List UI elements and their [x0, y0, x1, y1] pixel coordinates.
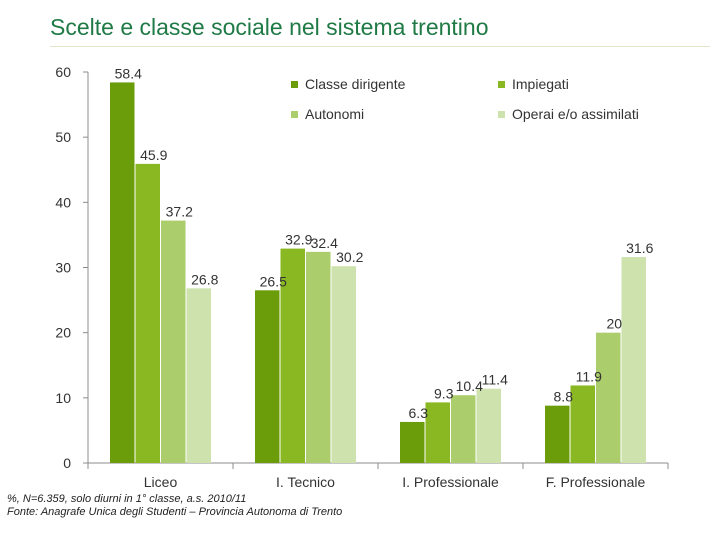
bar: [596, 332, 621, 463]
footnote: %, N=6.359, solo diurni in 1° classe, a.…: [7, 493, 342, 519]
legend-swatch: [498, 81, 505, 88]
bar: [545, 405, 570, 463]
legend-swatch: [291, 81, 298, 88]
bar: [255, 290, 280, 463]
y-tick-label: 20: [55, 325, 71, 341]
y-tick-label: 50: [55, 129, 71, 145]
chart-data-labels: 58.4 45.9 37.2 26.8 26.5 32.932.430.2 6.3 9.3 10…: [115, 65, 654, 421]
footnote-source: Fonte: Anagrafe Unica degli Studenti – P…: [7, 506, 343, 518]
y-tick-label: 0: [63, 455, 71, 471]
data-label: 32.4: [311, 235, 338, 251]
bar: [110, 82, 135, 463]
y-tick-label: 30: [55, 260, 71, 276]
chart-bars: [110, 82, 646, 463]
data-label: 9.3: [434, 385, 454, 401]
legend-label: Classe dirigente: [305, 76, 406, 92]
data-label: 26.8: [191, 271, 218, 287]
legend-label: Operai e/o assimilati: [512, 106, 639, 122]
data-label: 10.4: [456, 378, 483, 394]
data-label: 20: [606, 316, 622, 332]
x-tick-label: Liceo: [144, 474, 178, 490]
footnote-sample-note: %, N=6.359, solo diurni in 1° classe, a.…: [7, 493, 247, 505]
bar: [451, 395, 476, 463]
y-tick-label: 40: [55, 194, 71, 210]
bar: [621, 257, 646, 463]
bar: [135, 163, 160, 463]
data-label: 58.4: [115, 65, 142, 81]
x-tick-label: F. Professionale: [546, 474, 646, 490]
legend-swatch: [291, 111, 298, 118]
bar: [425, 402, 450, 463]
data-label: 6.3: [409, 405, 429, 421]
data-label: 45.9: [140, 147, 167, 163]
bar: [331, 266, 356, 463]
bar: [476, 388, 501, 463]
data-label: 31.6: [626, 240, 653, 256]
data-label: 11.4: [482, 372, 508, 388]
legend-label: Impiegati: [512, 76, 569, 92]
bar: [400, 421, 425, 463]
data-label: 8.8: [554, 389, 574, 405]
chart-legend: Classe dirigente Impiegati Autonomi Operai …: [291, 76, 639, 122]
data-label: 26.5: [260, 273, 287, 289]
bar: [161, 220, 186, 463]
title-divider: [50, 46, 710, 47]
bar: [280, 248, 305, 463]
data-label: 11.9: [576, 368, 602, 384]
data-label: 32.9: [285, 232, 312, 248]
x-tick-label: I. Professionale: [402, 474, 499, 490]
legend-swatch: [498, 111, 505, 118]
x-tick-label: I. Tecnico: [276, 474, 335, 490]
data-label: 37.2: [166, 204, 193, 220]
data-label: 30.2: [336, 249, 363, 265]
bar: [570, 385, 595, 463]
bar: [186, 288, 211, 463]
page-title: Scelte e classe sociale nel sistema tren…: [50, 14, 489, 40]
y-tick-label: 60: [55, 64, 71, 80]
legend-label: Autonomi: [305, 106, 364, 122]
y-tick-label: 10: [55, 390, 71, 406]
bar: [306, 251, 331, 463]
